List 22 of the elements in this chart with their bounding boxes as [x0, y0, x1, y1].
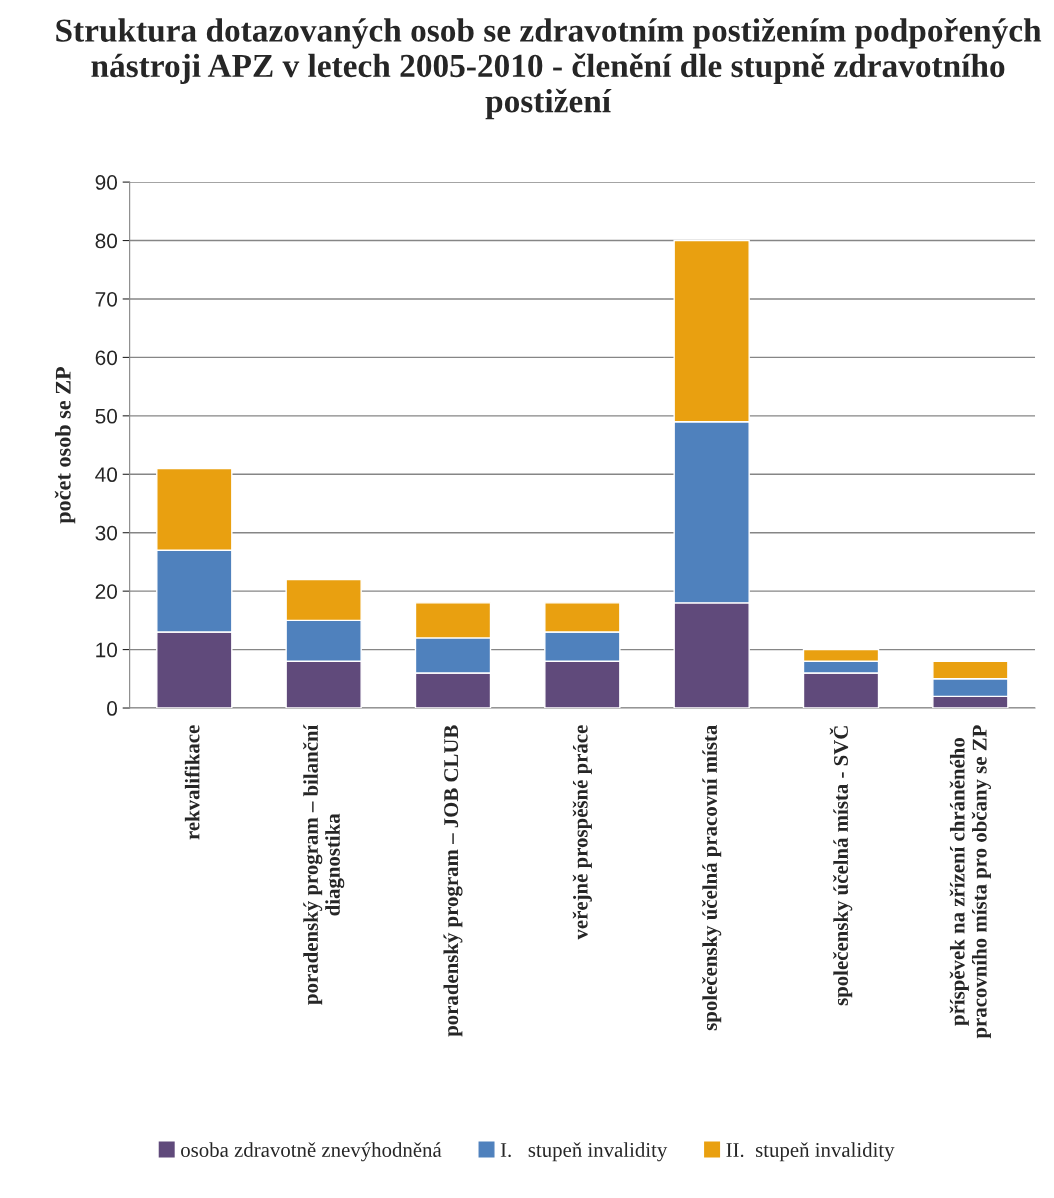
x-tick-label: poradenský program – bilanční diagnostika	[303, 724, 345, 1005]
y-tick-label: 20	[95, 584, 118, 599]
chart-title: Struktura dotazovaných osob se zdravotním postižením podpořených nástroji APZ v letech 2005-2010 - členění dle stupně zdravotního postižení	[56, 17, 1042, 120]
y-axis-title: počet osob se ZP	[54, 366, 76, 524]
x-tick-label: společensky účelná pracovní místa	[702, 725, 722, 1031]
y-tick-label: 80	[95, 233, 118, 249]
y-tick-label: 50	[95, 408, 118, 424]
legend-label: II. stupeň invalidity	[726, 1142, 895, 1162]
x-tick-label: příspěvek na zřízení chráněného pracovního místa pro občany se ZP	[949, 725, 991, 1039]
x-tick-label: rekvalifikace	[184, 725, 200, 840]
y-tick-label: 60	[95, 350, 118, 366]
y-tick-label: 40	[95, 467, 118, 483]
y-tick-label: 90	[95, 175, 118, 190]
y-tick-label: 10	[96, 642, 118, 658]
legend-label: I. stupeň invalidity	[500, 1142, 668, 1162]
x-tick-label: poradenský program – JOB CLUB	[443, 725, 463, 1037]
legend-label: osoba zdravotně znevýhodněná	[181, 1142, 442, 1162]
x-tick-label: společensky účelná místa - SVČ	[829, 726, 853, 1006]
x-tick-label: veřejně prospěšné práce	[572, 725, 592, 940]
y-tick-label: 30	[95, 525, 118, 541]
y-tick-label: 70	[95, 291, 118, 307]
y-tick-label: 0	[107, 701, 118, 716]
